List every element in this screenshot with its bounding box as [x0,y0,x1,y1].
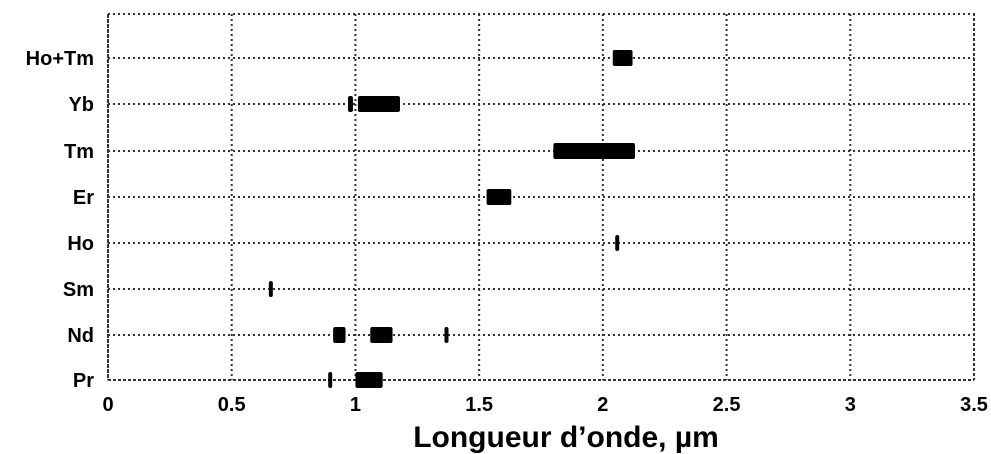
category-labels: Ho+Tm Yb Tm Er Ho Sm Nd Pr [26,48,95,392]
grid [107,13,975,381]
bars [268,50,636,388]
category-label: Tm [64,141,94,163]
range-bar [612,50,633,66]
category-label: Yb [68,94,94,116]
range-bar [486,189,512,205]
x-tick-label: 2.5 [713,394,741,416]
category-label: Pr [73,370,94,392]
x-tick-label: 3 [845,394,856,416]
range-bar [355,372,383,388]
x-tick-label: 2 [597,394,608,416]
range-bar [333,327,346,343]
x-tick-label: 3.5 [960,394,988,416]
x-tick-labels: 0 0.5 1 1.5 2 2.5 3 3.5 [102,394,987,416]
x-tick-label: 1.5 [465,394,493,416]
x-axis-title: Longueur d’onde, µm [413,421,719,454]
range-bar [328,372,333,388]
x-tick-label: 1 [350,394,361,416]
range-bar [370,327,393,343]
category-label: Er [73,187,94,209]
x-tick-label: 0.5 [218,394,246,416]
range-bar [268,281,273,297]
category-label: Sm [63,279,94,301]
category-label: Nd [67,325,94,347]
range-bar [553,143,636,159]
category-label: Ho [67,233,94,255]
x-tick-label: 0 [102,394,113,416]
range-bar [357,96,400,112]
category-label: Ho+Tm [26,48,94,70]
range-bar [615,235,620,251]
range-bar [444,327,449,343]
range-bar [348,96,353,112]
